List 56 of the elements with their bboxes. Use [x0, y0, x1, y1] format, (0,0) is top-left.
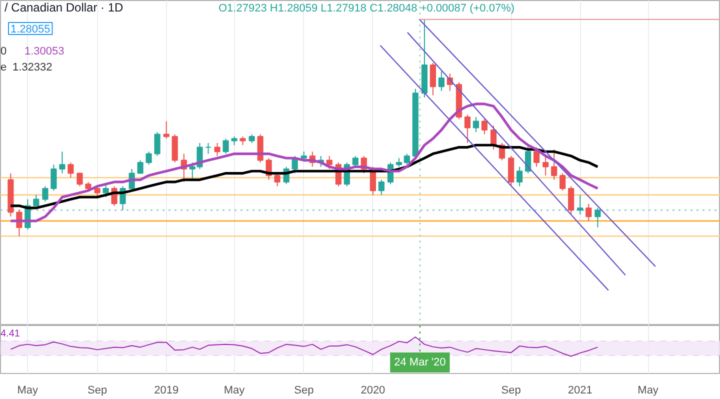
annotation: 1.32332 [12, 62, 52, 74]
candlestick [404, 153, 410, 166]
candlestick [464, 114, 471, 144]
candlestick [430, 62, 436, 96]
candlestick [42, 186, 48, 202]
candlestick [163, 120, 170, 140]
candlestick [352, 155, 358, 168]
x-tick-label: 2020 [360, 384, 386, 396]
candlestick [472, 116, 480, 133]
candlestick [378, 179, 384, 196]
annotation: e [0, 62, 7, 74]
annotation: 1.28055 [10, 24, 50, 36]
candlestick [68, 162, 74, 178]
candlestick [586, 203, 592, 222]
candlestick [222, 138, 229, 154]
x-tick-label: Sep [88, 384, 108, 396]
chart-title: / Canadian Dollar · 1D [4, 0, 124, 14]
annotation: 4.41 [0, 328, 20, 340]
candlestick [594, 207, 601, 228]
candlestick [59, 151, 66, 174]
candlestick [257, 134, 264, 163]
candlestick [102, 184, 109, 198]
candlestick [481, 118, 488, 135]
candlestick [137, 160, 144, 174]
candlestick [274, 172, 280, 187]
ref-line-label: 24 Mar '20 [394, 356, 446, 368]
candlestick [214, 142, 220, 156]
candlestick [525, 144, 532, 174]
candlestick [326, 155, 332, 170]
candlestick [76, 172, 83, 187]
candlestick [551, 148, 558, 180]
candlestick [533, 146, 540, 168]
annotation: 0 [0, 46, 7, 58]
candlestick [205, 142, 212, 154]
text: O1.27923 H1.28059 L1.27918 C1.28048 +0.00087 (+0.07%) [218, 2, 515, 14]
x-tick-label: May [224, 384, 246, 396]
candlestick [568, 186, 574, 215]
x-tick-label: 2021 [568, 384, 592, 396]
candlestick [50, 164, 57, 192]
candlestick [33, 194, 40, 206]
candlestick [560, 172, 566, 192]
x-tick-label: Sep [294, 384, 314, 396]
candlestick [154, 132, 160, 156]
x-tick-label: May [638, 384, 659, 396]
candlestick [94, 186, 100, 198]
candlestick [508, 155, 514, 187]
candlestick [516, 166, 523, 187]
candlestick [542, 155, 549, 176]
x-tick-label: Sep [501, 384, 521, 396]
candlestick [146, 151, 152, 166]
x-tick-label: 2019 [154, 384, 179, 396]
x-tick-label: May [17, 384, 39, 396]
candlestick [438, 70, 444, 92]
candlestick [577, 194, 584, 215]
annotation: 1.30053 [24, 46, 64, 58]
candlestick [172, 134, 178, 163]
